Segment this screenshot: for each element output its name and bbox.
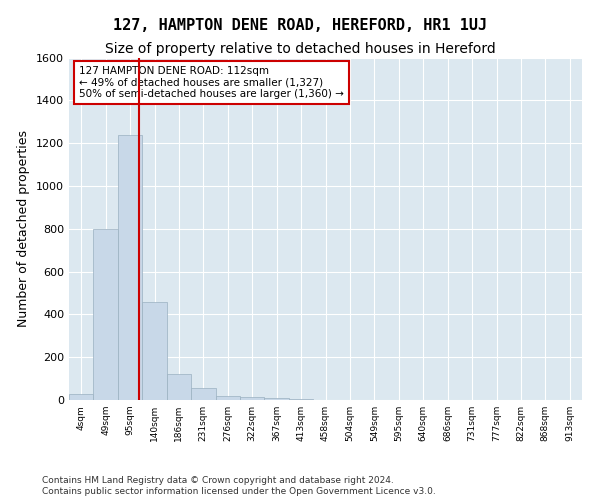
Bar (118, 134, 142, 400)
Bar (191, 388, 215, 400)
Bar (69, 394, 94, 400)
Text: 127, HAMPTON DENE ROAD, HEREFORD, HR1 1UJ: 127, HAMPTON DENE ROAD, HEREFORD, HR1 1U… (113, 18, 487, 32)
Text: 127 HAMPTON DENE ROAD: 112sqm
← 49% of detached houses are smaller (1,327)
50% o: 127 HAMPTON DENE ROAD: 112sqm ← 49% of d… (79, 66, 344, 100)
Bar (94, 229, 118, 400)
Text: Contains HM Land Registry data © Crown copyright and database right 2024.: Contains HM Land Registry data © Crown c… (42, 476, 394, 485)
Text: Size of property relative to detached houses in Hereford: Size of property relative to detached ho… (104, 42, 496, 56)
Text: Contains public sector information licensed under the Open Government Licence v3: Contains public sector information licen… (42, 487, 436, 496)
Bar (240, 397, 265, 400)
Bar (289, 399, 313, 400)
Bar (142, 302, 167, 400)
Bar (215, 396, 240, 400)
Bar (167, 374, 191, 400)
Bar (265, 398, 289, 400)
Y-axis label: Number of detached properties: Number of detached properties (17, 130, 31, 327)
